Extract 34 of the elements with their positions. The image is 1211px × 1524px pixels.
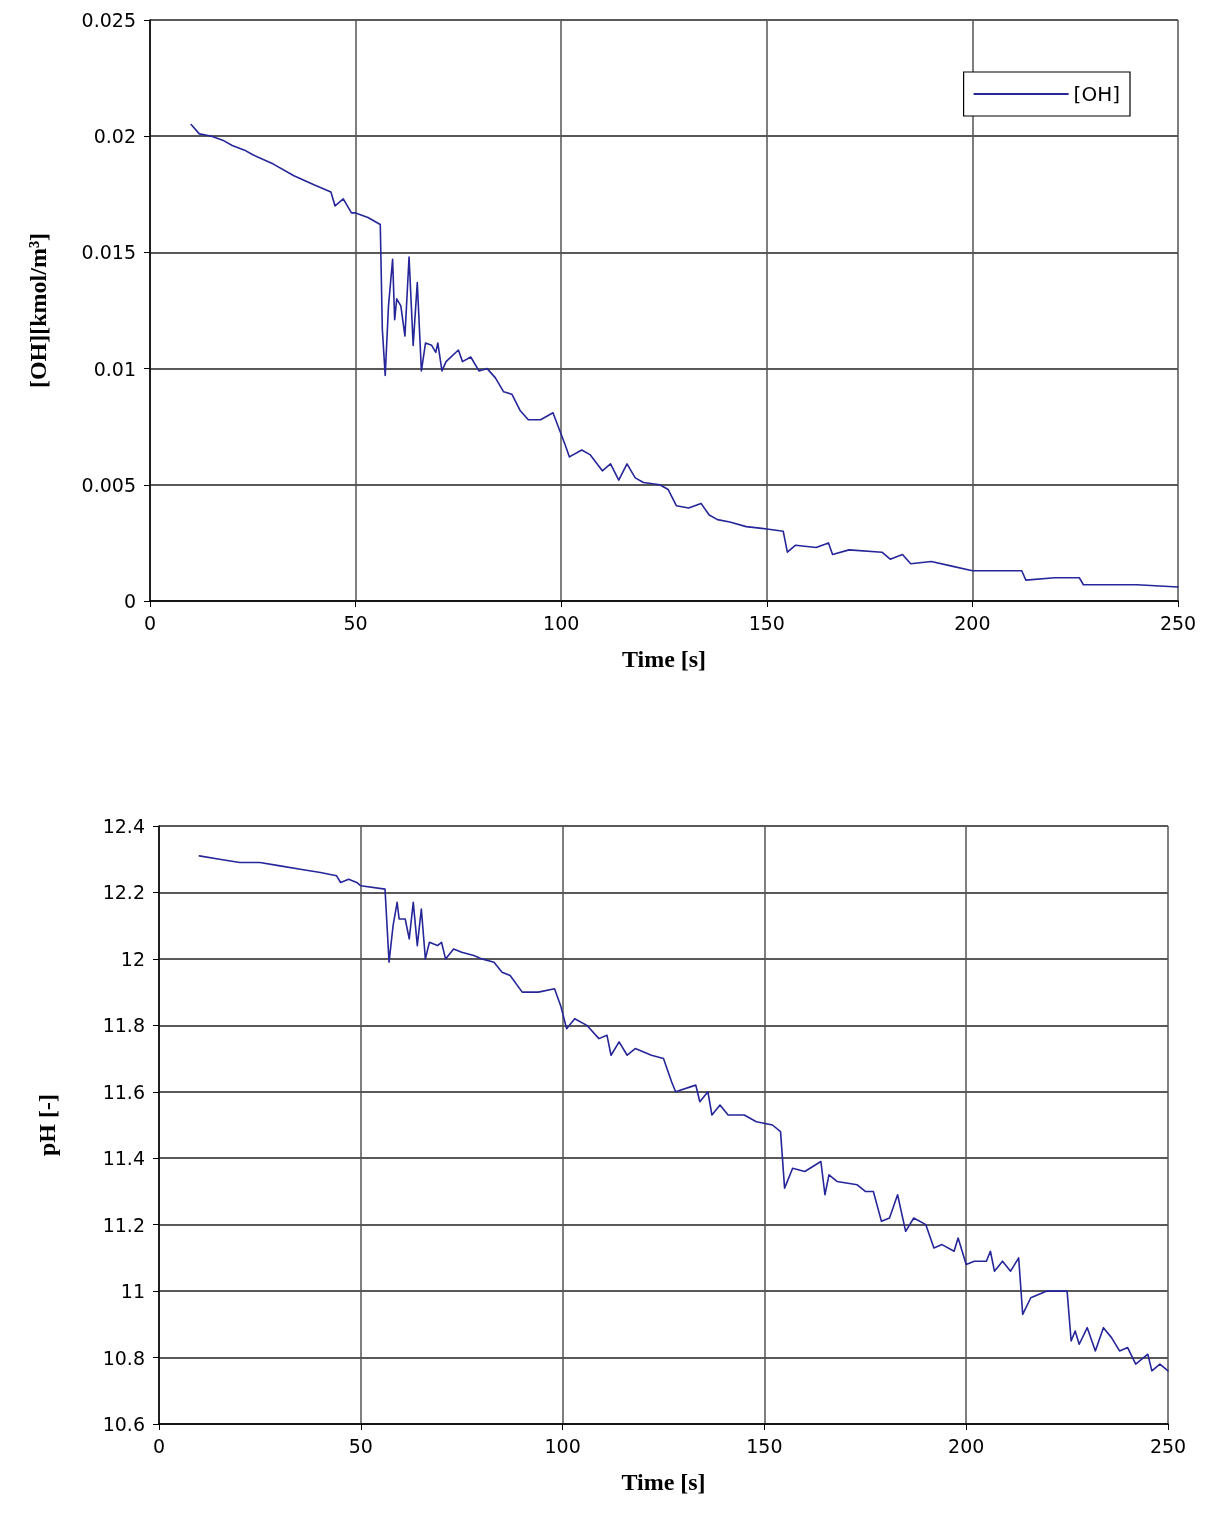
x-tick-label: 0: [152, 1434, 166, 1457]
y-tick-label: 0: [123, 590, 136, 612]
y-tick-label: 10.8: [102, 1346, 145, 1369]
y-tick-label: 11.2: [102, 1213, 145, 1236]
y-tick-label: 10.6: [102, 1413, 145, 1435]
y-tick-label: 11: [120, 1280, 145, 1303]
x-tick-label: 250: [1149, 1434, 1187, 1457]
y-tick-label: 0.025: [81, 9, 136, 31]
line-series: [190, 123, 1179, 588]
x-tick-label: 50: [343, 611, 368, 634]
line-series: [198, 855, 1169, 1372]
x-tick-label: 250: [1159, 611, 1197, 634]
x-tick-label: 50: [348, 1434, 373, 1457]
y-tick-label: 12.4: [102, 815, 145, 837]
legend-label: [OH]: [1073, 82, 1120, 106]
y-tick-label: 11.8: [102, 1014, 145, 1037]
y-tick-label: 0.005: [81, 473, 136, 496]
x-tick-label: 100: [543, 611, 580, 634]
x-axis-title: Time [s]: [621, 1469, 706, 1495]
x-tick-label: 200: [954, 611, 991, 634]
y-tick-label: 11.6: [102, 1080, 145, 1103]
y-tick-label: 12.2: [102, 881, 145, 904]
y-tick-label: 11.4: [102, 1147, 145, 1170]
x-tick-label: 200: [948, 1434, 985, 1457]
y-axis-title: pH [-]: [34, 1094, 60, 1156]
y-axis-title: [OH][kmol/m³]: [25, 232, 51, 389]
y-tick-label: 0.01: [93, 357, 136, 380]
y-tick-label: 12: [120, 947, 145, 970]
x-axis-title: Time [s]: [621, 646, 707, 672]
y-tick-label: 0.02: [93, 125, 136, 148]
x-tick-label: 100: [544, 1434, 581, 1457]
y-tick-label: 0.015: [81, 241, 136, 264]
x-tick-label: 150: [746, 1434, 783, 1457]
x-tick-label: 150: [748, 611, 785, 634]
